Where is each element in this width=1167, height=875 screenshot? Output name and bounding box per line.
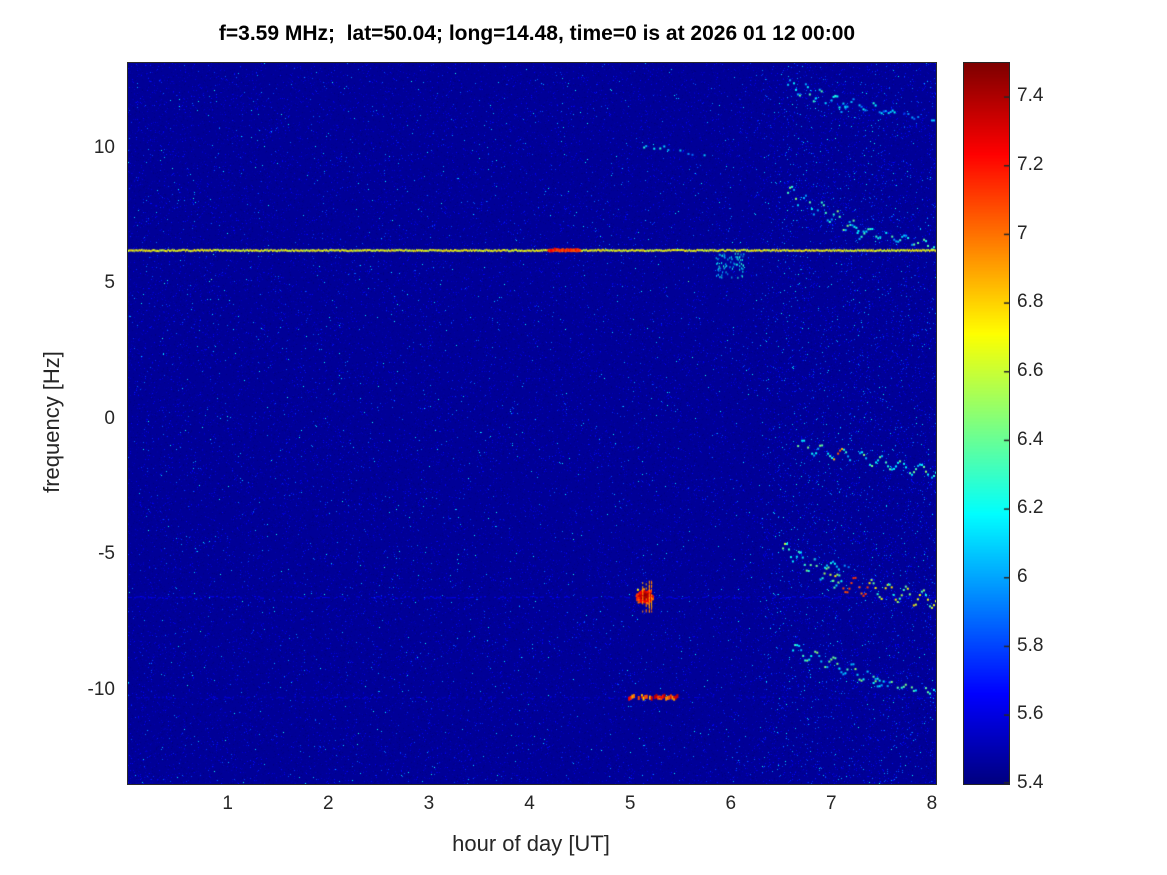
chart-title: f=3.59 MHz; lat=50.04; long=14.48, time=… (0, 22, 1074, 46)
colorbar-tick-label: 7 (1017, 223, 1069, 245)
x-tick-label: 7 (807, 793, 855, 815)
colorbar (963, 62, 1010, 785)
x-axis-label: hour of day [UT] (127, 831, 935, 857)
x-tick-label: 6 (707, 793, 755, 815)
x-tick-label: 3 (405, 793, 453, 815)
y-tick-label: -10 (50, 679, 115, 701)
x-tick-label: 1 (204, 793, 252, 815)
colorbar-tick-label: 6.6 (1017, 360, 1069, 382)
x-tick-label: 2 (304, 793, 352, 815)
colorbar-tick-label: 5.8 (1017, 635, 1069, 657)
y-tick-label: 5 (50, 272, 115, 294)
colorbar-tick-label: 5.6 (1017, 703, 1069, 725)
y-tick-label: 10 (50, 137, 115, 159)
spectrogram-figure: f=3.59 MHz; lat=50.04; long=14.48, time=… (0, 0, 1167, 875)
colorbar-tick-label: 6.8 (1017, 291, 1069, 313)
x-tick-label: 4 (505, 793, 553, 815)
colorbar-tick-label: 7.4 (1017, 85, 1069, 107)
colorbar-tick-label: 6.4 (1017, 429, 1069, 451)
y-tick-label: -5 (50, 543, 115, 565)
colorbar-tick-label: 7.2 (1017, 154, 1069, 176)
y-tick-label: 0 (50, 408, 115, 430)
x-tick-label: 8 (908, 793, 956, 815)
x-tick-label: 5 (606, 793, 654, 815)
colorbar-tick-label: 6.2 (1017, 497, 1069, 519)
colorbar-tick-label: 5.4 (1017, 772, 1069, 794)
colorbar-tick-label: 6 (1017, 566, 1069, 588)
spectrogram-canvas (127, 62, 937, 785)
